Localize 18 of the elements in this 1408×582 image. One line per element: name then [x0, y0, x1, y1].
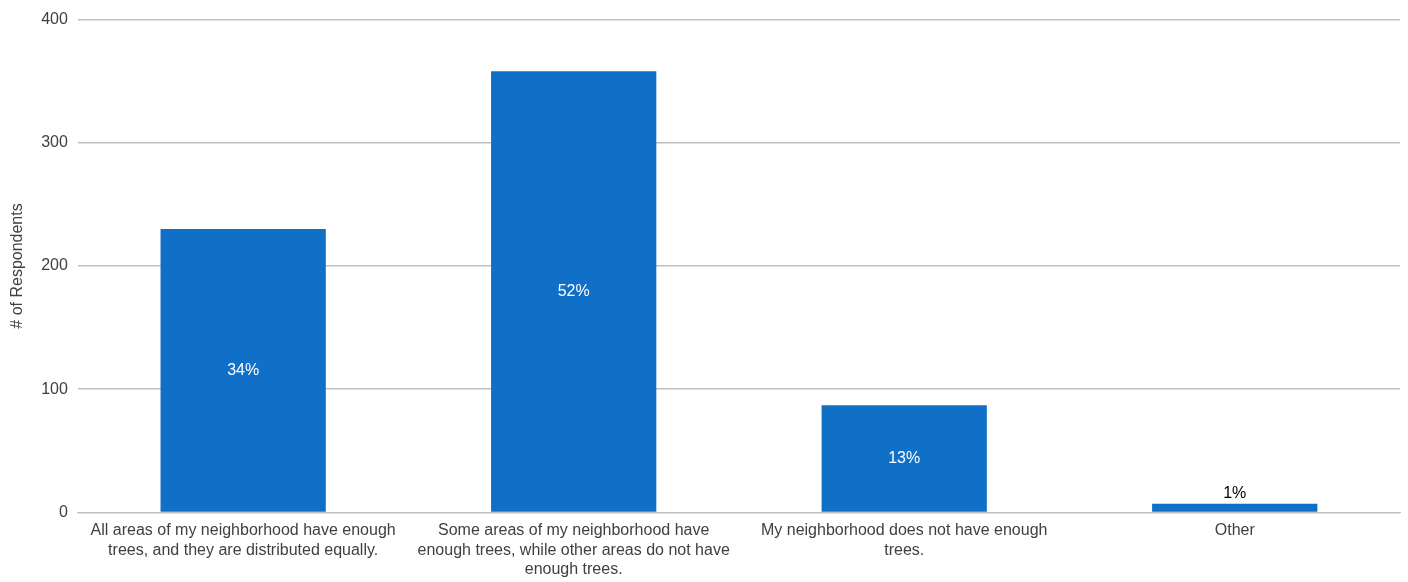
annotation: 1% — [1223, 484, 1247, 502]
bar — [491, 71, 657, 512]
bar — [1152, 503, 1318, 512]
bar — [821, 405, 987, 512]
y-tick-label: 200 — [41, 256, 68, 274]
annotation: 34% — [227, 360, 260, 378]
y-tick-label: 100 — [41, 379, 68, 397]
y-tick-label: 400 — [41, 10, 68, 28]
x-tick-label: Other — [1214, 521, 1256, 539]
y-tick-label: 0 — [58, 502, 68, 520]
y-tick-label: 300 — [41, 133, 68, 151]
annotation: 52% — [557, 281, 590, 299]
bar — [160, 229, 326, 512]
x-tick-label: All areas of my neighborhood have enough trees, and they are distributed equally. — [90, 521, 396, 558]
x-tick-label: My neighborhood does not have enough trees. — [760, 521, 1048, 558]
x-tick-label: Some areas of my neighborhood have enough trees, while other areas do not have enough trees. — [417, 521, 730, 577]
annotation: 13% — [888, 448, 921, 466]
y-axis-title: # of Respondents — [8, 203, 26, 329]
